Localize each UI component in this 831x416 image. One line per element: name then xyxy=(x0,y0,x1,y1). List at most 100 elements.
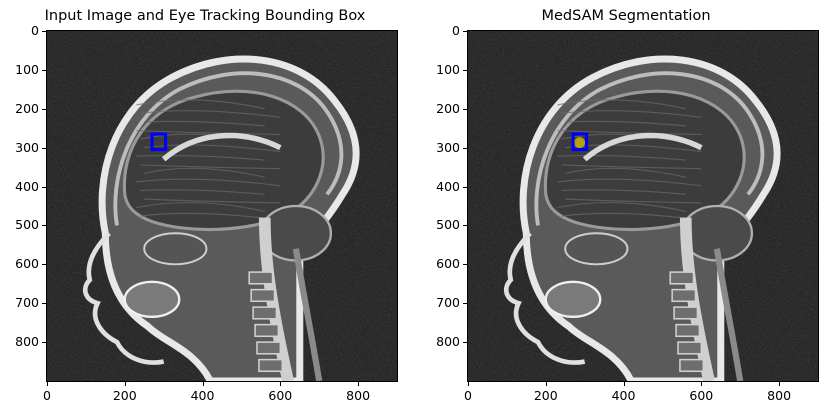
y-tick-label: 400 xyxy=(15,178,39,194)
vertebra xyxy=(677,341,703,355)
y-tick-mark xyxy=(463,342,467,344)
y-tick-mark xyxy=(42,31,46,32)
mouth-region xyxy=(544,280,602,318)
gyri-line xyxy=(561,164,702,170)
sinus-region xyxy=(143,232,208,266)
y-tick-mark xyxy=(42,264,46,266)
y-tick-mark xyxy=(42,69,46,71)
gyri-line xyxy=(136,129,281,136)
y-tick-mark xyxy=(42,108,46,110)
x-tick-mark xyxy=(202,382,204,386)
vertebra xyxy=(256,341,282,355)
y-tick-label: 700 xyxy=(15,295,39,311)
mri-image xyxy=(46,30,398,382)
gyri-line xyxy=(557,201,686,213)
y-tick-mark xyxy=(42,147,46,149)
skull-inner xyxy=(113,71,344,226)
x-tick-label: 200 xyxy=(533,388,558,403)
gyri-line xyxy=(565,120,686,127)
gyri-line xyxy=(144,167,265,178)
x-tick-mark xyxy=(779,382,781,386)
y-tick-label: 200 xyxy=(436,100,460,116)
x-tick-label: 200 xyxy=(112,388,137,403)
spinal-cord xyxy=(713,248,744,381)
gyri-line xyxy=(561,189,686,195)
gyri-line xyxy=(557,99,686,110)
panel-title: Input Image and Eye Tracking Bounding Bo… xyxy=(44,8,366,24)
vertebra xyxy=(254,323,280,338)
face-profile xyxy=(503,231,586,365)
y-tick-mark xyxy=(463,225,467,227)
x-tick-mark xyxy=(623,382,625,386)
brain xyxy=(543,89,746,232)
x-tick-mark xyxy=(545,382,547,386)
gyri-line xyxy=(561,110,702,118)
x-tick-mark xyxy=(468,382,469,386)
gyri-line xyxy=(144,198,281,204)
y-tick-mark xyxy=(463,303,467,305)
y-tick-label: 800 xyxy=(436,334,460,350)
y-tick-mark xyxy=(463,69,467,71)
y-tick-label: 600 xyxy=(436,256,460,272)
y-tick-mark xyxy=(42,225,46,227)
y-tick-label: 800 xyxy=(15,334,39,350)
y-tick-label: 0 xyxy=(452,23,460,38)
y-tick-label: 300 xyxy=(436,139,460,155)
gyri-line xyxy=(557,178,702,187)
x-tick-mark xyxy=(280,382,282,386)
y-tick-mark xyxy=(463,186,467,188)
y-tick-mark xyxy=(42,342,46,344)
vertebra xyxy=(248,271,274,285)
vertebra xyxy=(671,288,697,303)
y-tick-label: 100 xyxy=(15,61,39,77)
y-tick-mark xyxy=(42,186,46,188)
vertebra xyxy=(675,323,701,338)
gyri-line xyxy=(136,99,265,110)
x-tick-label: 800 xyxy=(346,388,371,403)
gyri-line xyxy=(557,155,686,161)
y-tick-label: 400 xyxy=(436,178,460,194)
y-tick-mark xyxy=(463,108,467,110)
x-tick-label: 0 xyxy=(464,388,472,403)
y-tick-label: 100 xyxy=(436,61,460,77)
x-tick-label: 0 xyxy=(43,388,51,403)
panel-title: MedSAM Segmentation xyxy=(541,8,711,24)
y-tick-label: 600 xyxy=(15,256,39,272)
vertebra xyxy=(250,288,276,303)
y-tick-label: 200 xyxy=(15,100,39,116)
x-tick-label: 400 xyxy=(611,388,636,403)
corpus-callosum xyxy=(161,132,282,162)
segmentation-mask xyxy=(574,137,586,149)
gyri-line xyxy=(136,155,265,161)
y-tick-mark xyxy=(463,31,467,32)
gyri-line xyxy=(144,120,265,127)
gyri-line xyxy=(557,129,702,136)
x-tick-label: 800 xyxy=(767,388,792,403)
mri-image xyxy=(467,30,819,382)
vertebra xyxy=(669,271,695,285)
corpus-callosum xyxy=(582,132,703,162)
x-tick-label: 400 xyxy=(190,388,215,403)
mri-svg xyxy=(468,31,818,381)
brain xyxy=(122,89,325,232)
y-tick-label: 0 xyxy=(31,23,39,38)
skull-inner xyxy=(534,71,765,226)
vertebra xyxy=(673,306,699,320)
y-tick-mark xyxy=(42,303,46,305)
input-image-panel: Input Image and Eye Tracking Bounding Bo… xyxy=(0,0,410,416)
x-tick-mark xyxy=(358,382,360,386)
gyri-line xyxy=(140,189,265,195)
y-tick-mark xyxy=(463,147,467,149)
x-tick-mark xyxy=(701,382,703,386)
gyri-line xyxy=(136,201,265,213)
sinus-region xyxy=(564,232,629,266)
y-tick-label: 500 xyxy=(436,217,460,233)
x-tick-mark xyxy=(47,382,48,386)
vertebra xyxy=(252,306,278,320)
gyri-line xyxy=(136,178,281,187)
gyri-line xyxy=(140,110,281,118)
vertebra xyxy=(258,358,284,373)
x-tick-label: 600 xyxy=(268,388,293,403)
spinal-cord xyxy=(292,248,323,381)
mouth-region xyxy=(123,280,181,318)
